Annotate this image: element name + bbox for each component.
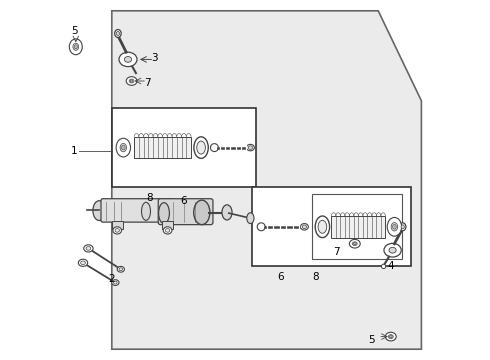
Ellipse shape	[142, 202, 150, 220]
Ellipse shape	[124, 57, 132, 62]
Ellipse shape	[197, 141, 205, 154]
Ellipse shape	[387, 217, 402, 236]
Ellipse shape	[352, 242, 357, 246]
Ellipse shape	[392, 225, 396, 229]
Ellipse shape	[246, 144, 254, 151]
Text: 6: 6	[278, 272, 284, 282]
Ellipse shape	[315, 216, 330, 238]
Ellipse shape	[117, 266, 124, 272]
Ellipse shape	[389, 335, 393, 338]
FancyBboxPatch shape	[158, 199, 213, 225]
Ellipse shape	[248, 146, 252, 149]
Bar	[252, 187, 411, 266]
Ellipse shape	[73, 43, 79, 50]
Text: 1: 1	[71, 146, 77, 156]
Ellipse shape	[302, 225, 307, 229]
Ellipse shape	[210, 144, 219, 152]
Ellipse shape	[115, 229, 120, 232]
Ellipse shape	[300, 224, 308, 230]
Ellipse shape	[166, 229, 170, 232]
Text: 3: 3	[151, 53, 158, 63]
Ellipse shape	[114, 281, 117, 284]
Ellipse shape	[159, 203, 170, 224]
Ellipse shape	[130, 80, 133, 82]
Ellipse shape	[381, 264, 386, 269]
Text: 7: 7	[144, 78, 151, 88]
FancyBboxPatch shape	[101, 199, 173, 222]
Text: 4: 4	[387, 261, 394, 271]
Ellipse shape	[115, 30, 121, 37]
Ellipse shape	[69, 39, 82, 55]
Ellipse shape	[116, 32, 120, 36]
Ellipse shape	[81, 261, 85, 265]
Text: 8: 8	[147, 193, 153, 203]
Ellipse shape	[84, 245, 93, 252]
Bar	[312, 194, 402, 259]
Ellipse shape	[112, 280, 119, 285]
Text: 5: 5	[71, 26, 77, 36]
Text: 8: 8	[312, 272, 318, 282]
Text: 2: 2	[108, 274, 115, 284]
Ellipse shape	[194, 200, 210, 225]
Ellipse shape	[74, 45, 77, 49]
Ellipse shape	[93, 201, 105, 220]
Polygon shape	[112, 11, 421, 349]
Bar	[112, 221, 122, 229]
Ellipse shape	[384, 243, 401, 257]
Ellipse shape	[113, 227, 122, 234]
Bar	[162, 221, 173, 229]
Text: 5: 5	[368, 335, 374, 345]
Bar	[112, 108, 256, 187]
Ellipse shape	[129, 79, 134, 83]
Ellipse shape	[119, 268, 122, 271]
Bar	[331, 216, 386, 238]
Ellipse shape	[401, 225, 404, 229]
Ellipse shape	[120, 143, 126, 152]
Ellipse shape	[247, 213, 254, 224]
Ellipse shape	[353, 243, 356, 245]
Text: 7: 7	[333, 247, 340, 257]
Ellipse shape	[257, 223, 265, 231]
Ellipse shape	[386, 332, 396, 341]
Ellipse shape	[222, 205, 232, 220]
Ellipse shape	[318, 220, 327, 233]
Ellipse shape	[389, 247, 396, 253]
Ellipse shape	[349, 239, 360, 248]
Ellipse shape	[390, 336, 392, 338]
Ellipse shape	[78, 259, 88, 266]
Ellipse shape	[116, 138, 130, 157]
Ellipse shape	[126, 77, 137, 85]
Ellipse shape	[163, 227, 172, 234]
Bar	[134, 137, 191, 158]
Ellipse shape	[194, 137, 208, 158]
Text: 6: 6	[180, 196, 187, 206]
Ellipse shape	[86, 247, 91, 250]
Ellipse shape	[119, 52, 137, 67]
Ellipse shape	[391, 222, 398, 231]
Ellipse shape	[122, 145, 125, 150]
Ellipse shape	[399, 223, 406, 231]
